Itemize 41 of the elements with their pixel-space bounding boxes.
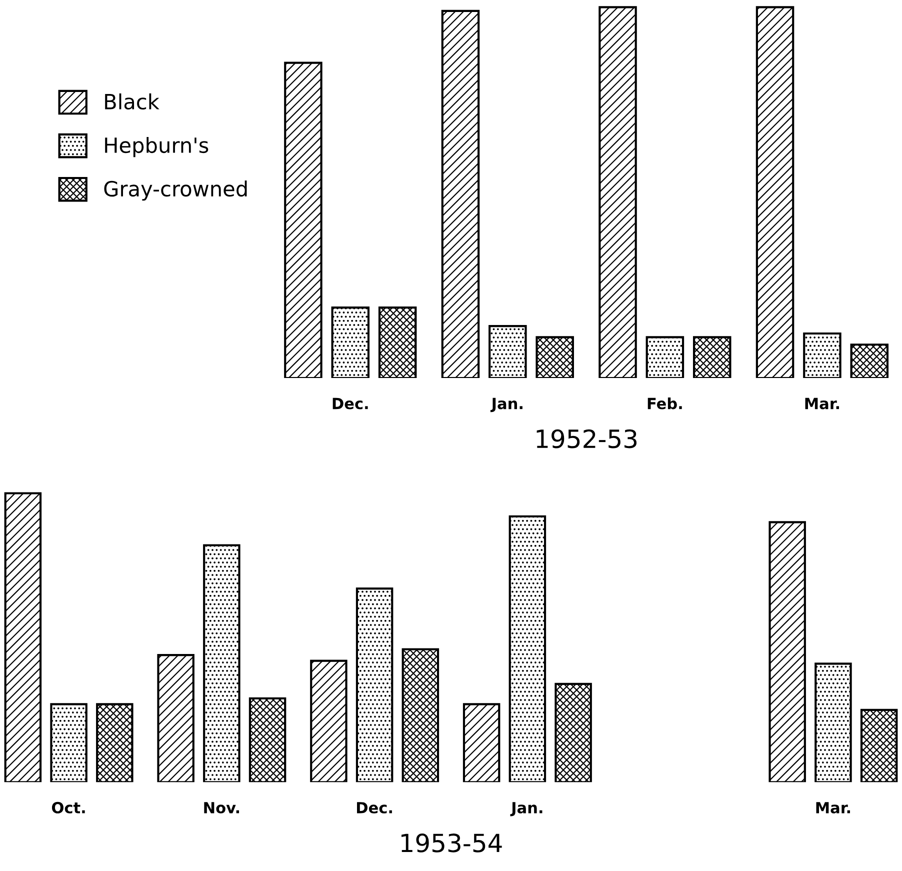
bar	[356, 588, 394, 782]
bar	[248, 697, 286, 782]
legend-label: Gray-crowned	[104, 180, 247, 201]
bar	[860, 708, 898, 782]
bar	[441, 10, 480, 378]
bar	[756, 6, 794, 378]
x-tick-label: Oct.	[52, 802, 85, 814]
bar	[554, 682, 592, 782]
bar	[96, 703, 134, 782]
x-tick-label: Dec.	[357, 802, 392, 814]
bar	[378, 306, 417, 378]
legend-label: Black	[105, 93, 160, 110]
x-axis-title: 1952-53	[536, 429, 637, 448]
bar	[768, 521, 806, 782]
x-tick-label: Jan.	[510, 802, 542, 816]
bar	[508, 515, 546, 782]
bar	[536, 336, 574, 378]
bar	[692, 336, 732, 378]
x-tick-label: Jan.	[490, 398, 522, 412]
x-tick-label: Nov.	[204, 802, 240, 814]
x-axis-title: 1953-54	[402, 833, 502, 852]
x-tick-label: Mar.	[805, 398, 839, 410]
bar	[331, 306, 370, 378]
bar	[4, 492, 42, 782]
x-tick-label: Dec.	[332, 398, 368, 410]
legend-label: Hepburn's	[105, 136, 208, 158]
bar	[850, 344, 889, 378]
bar	[814, 662, 852, 782]
bar	[646, 336, 684, 378]
bar	[488, 325, 527, 378]
bar	[310, 660, 348, 782]
bar	[50, 703, 88, 782]
x-tick-label: Feb.	[648, 397, 682, 410]
bar	[203, 544, 240, 782]
bar	[157, 654, 194, 782]
bar	[402, 648, 440, 782]
bar	[284, 62, 322, 378]
x-tick-label: Mar.	[816, 802, 850, 814]
bar	[803, 332, 842, 378]
bar	[598, 6, 637, 378]
bar	[462, 703, 500, 782]
